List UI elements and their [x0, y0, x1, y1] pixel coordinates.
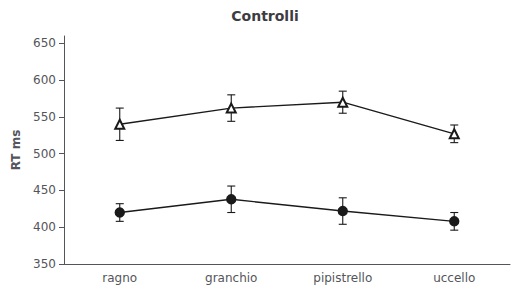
svg-text:granchio: granchio [205, 271, 257, 285]
svg-text:uccello: uccello [433, 271, 475, 285]
svg-text:350: 350 [33, 257, 56, 271]
svg-text:400: 400 [33, 220, 56, 234]
svg-text:ragno: ragno [102, 271, 137, 285]
svg-text:pipistrello: pipistrello [313, 271, 372, 285]
svg-text:600: 600 [33, 73, 56, 87]
svg-text:450: 450 [33, 183, 56, 197]
svg-text:650: 650 [33, 36, 56, 50]
svg-text:500: 500 [33, 147, 56, 161]
svg-text:550: 550 [33, 110, 56, 124]
svg-text:RT ms: RT ms [9, 130, 23, 171]
svg-text:Controlli: Controlli [231, 8, 298, 24]
